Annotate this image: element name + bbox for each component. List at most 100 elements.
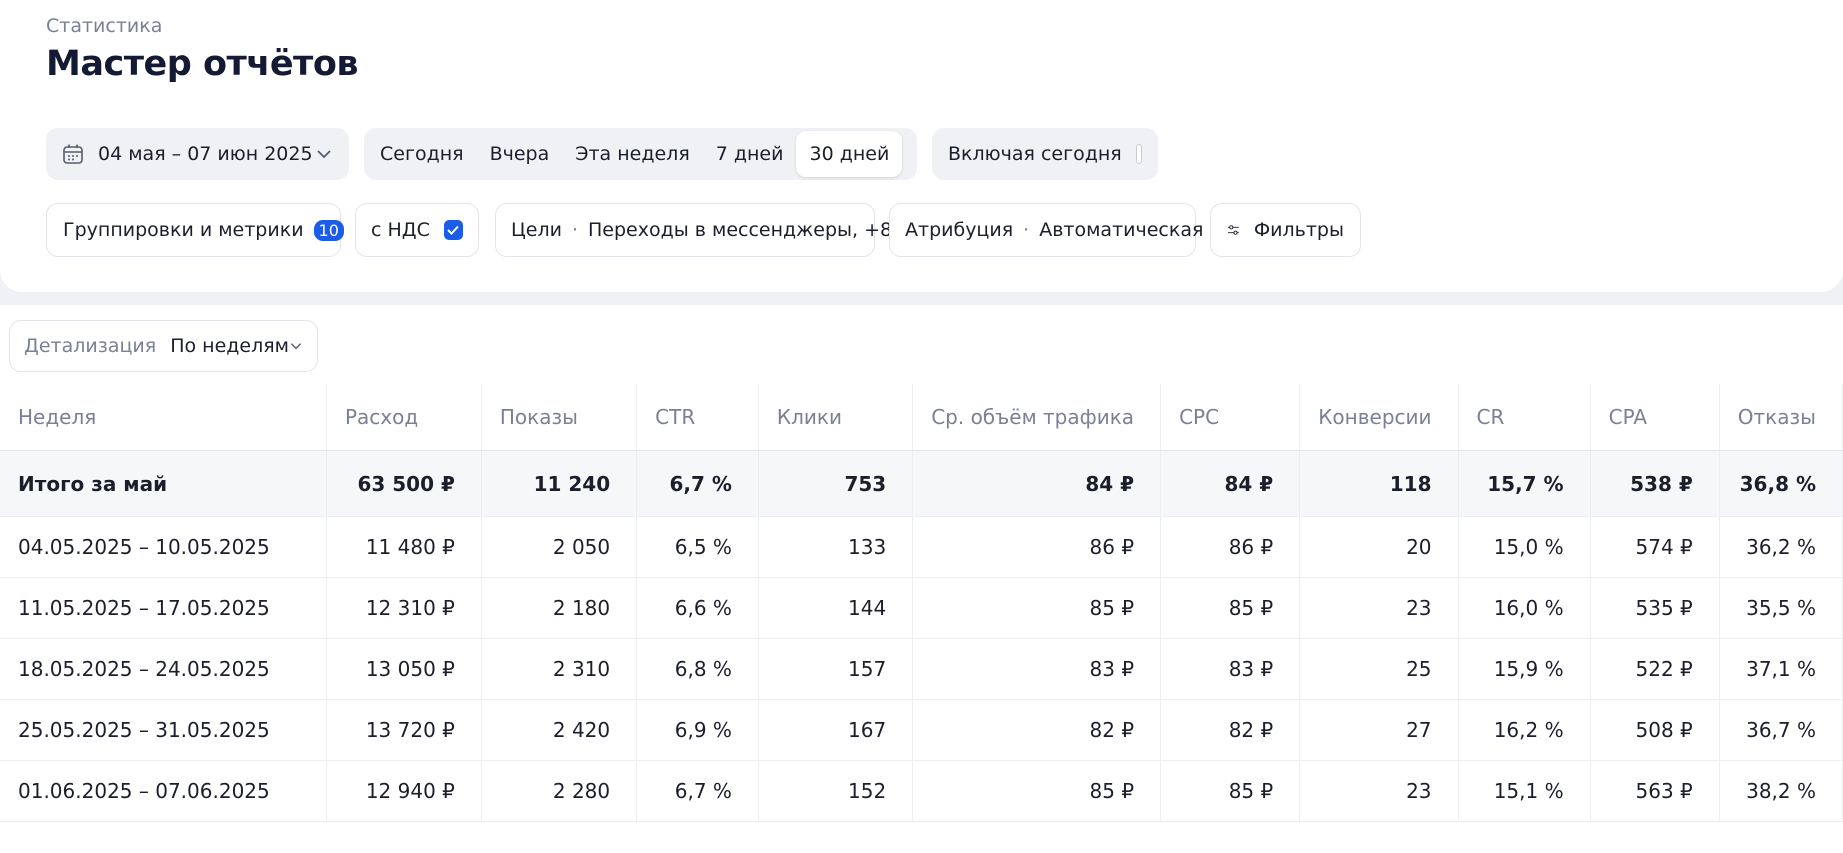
period-preset[interactable]: Эта неделя xyxy=(575,143,690,165)
report-header: Статистика Мастер отчётов 04 мая – 07 ию… xyxy=(0,0,1843,292)
column-header[interactable]: CTR xyxy=(636,384,759,451)
period-preset[interactable]: Вчера xyxy=(489,143,550,165)
breadcrumb[interactable]: Статистика xyxy=(46,15,163,37)
cell: 12 310 ₽ xyxy=(326,577,482,639)
report-table: Неделя Расход Показы CTR Клики Ср. объём траф… xyxy=(0,384,1843,822)
groupings-label: Группировки и метрики xyxy=(63,219,304,241)
goals-button[interactable]: Цели · Переходы в мессенджеры, +8 xyxy=(495,203,892,257)
detail-value: По неделям xyxy=(170,335,289,357)
total-cell: 11 240 xyxy=(481,450,638,517)
goals-value: Переходы в мессенджеры, +8 xyxy=(587,219,893,241)
cell: 522 ₽ xyxy=(1590,638,1720,700)
total-cell: 84 ₽ xyxy=(1160,450,1301,517)
detail-label: Детализация xyxy=(24,335,157,357)
header-row: Неделя Расход Показы CTR Клики Ср. объём траф… xyxy=(0,384,1843,451)
data-row: 04.05.2025 – 10.05.2025 11 480 ₽2 050 6,5 … xyxy=(0,516,1843,578)
date-picker[interactable]: 04 мая – 07 июн 2025 xyxy=(46,128,349,180)
data-row: 25.05.2025 – 31.05.2025 13 720 ₽2 420 6,9 … xyxy=(0,699,1843,761)
cell: 82 ₽ xyxy=(912,699,1162,761)
total-cell: 63 500 ₽ xyxy=(326,450,482,517)
cell: 6,9 % xyxy=(636,699,759,761)
cell: 563 ₽ xyxy=(1590,760,1720,822)
column-header[interactable]: Конверсии xyxy=(1299,384,1459,451)
cell: 38,2 % xyxy=(1719,760,1843,822)
groupings-button[interactable]: Группировки и метрики 10 xyxy=(46,203,344,257)
cell: 2 420 xyxy=(481,699,638,761)
cell: 2 280 xyxy=(481,760,638,822)
detail-select[interactable]: Детализация По неделям xyxy=(9,320,318,372)
checkbox[interactable] xyxy=(1135,144,1142,164)
cell: 27 xyxy=(1299,699,1459,761)
cell: 13 050 ₽ xyxy=(326,638,482,700)
column-header[interactable]: Отказы xyxy=(1719,384,1843,451)
calendar-icon xyxy=(63,144,83,164)
cell: 11 480 ₽ xyxy=(326,516,482,578)
column-header[interactable]: Ср. объём трафика xyxy=(912,384,1162,451)
column-header[interactable]: CPA xyxy=(1590,384,1720,451)
attribution-value: Автоматическая xyxy=(1039,219,1204,241)
total-cell: 6,7 % xyxy=(636,450,759,517)
report-body: Детализация По неделям Неделя Расход Показ… xyxy=(0,305,1843,853)
cell: 85 ₽ xyxy=(1160,577,1301,639)
cell: 86 ₽ xyxy=(1160,516,1301,578)
filters-button[interactable]: Фильтры xyxy=(1210,203,1361,257)
total-cell: 538 ₽ xyxy=(1590,450,1720,517)
separator: · xyxy=(571,219,578,241)
column-header[interactable]: Показы xyxy=(481,384,638,451)
cell: 16,2 % xyxy=(1458,699,1591,761)
cell: 23 xyxy=(1299,760,1459,822)
total-row: Итого за май 63 500 ₽11 240 6,7 % 753 84 ₽84… xyxy=(0,450,1843,517)
goals-label: Цели xyxy=(511,219,562,241)
attribution-label: Атрибуция xyxy=(905,219,1014,241)
cell: 15,1 % xyxy=(1458,760,1591,822)
cell: 144 xyxy=(758,577,914,639)
cell: 86 ₽ xyxy=(912,516,1162,578)
cell: 35,5 % xyxy=(1719,577,1843,639)
period-preset[interactable]: 7 дней xyxy=(715,143,784,165)
cell: 16,0 % xyxy=(1458,577,1591,639)
cell: 6,5 % xyxy=(636,516,759,578)
groupings-count: 10 xyxy=(313,219,344,241)
total-cell: 118 xyxy=(1299,450,1459,517)
total-cell: 84 ₽ xyxy=(912,450,1162,517)
cell: 535 ₽ xyxy=(1590,577,1720,639)
cell: 85 ₽ xyxy=(1160,760,1301,822)
total-cell: 15,7 % xyxy=(1458,450,1591,517)
cell: 25 xyxy=(1299,638,1459,700)
cell: 574 ₽ xyxy=(1590,516,1720,578)
checkbox[interactable] xyxy=(443,220,463,240)
cell: 6,7 % xyxy=(636,760,759,822)
column-header[interactable]: CR xyxy=(1458,384,1591,451)
cell: 01.06.2025 – 07.06.2025 xyxy=(0,760,327,822)
cell: 37,1 % xyxy=(1719,638,1843,700)
cell: 82 ₽ xyxy=(1160,699,1301,761)
filter-icon xyxy=(1228,225,1239,235)
total-cell: 753 xyxy=(758,450,914,517)
period-preset[interactable]: Сегодня xyxy=(380,143,464,165)
chevron xyxy=(317,150,331,159)
data-row: 18.05.2025 – 24.05.2025 13 050 ₽2 310 6,8 … xyxy=(0,638,1843,700)
cell: 152 xyxy=(758,760,914,822)
cell: 36,7 % xyxy=(1719,699,1843,761)
cell: 15,9 % xyxy=(1458,638,1591,700)
vat-toggle[interactable]: с НДС xyxy=(355,203,479,257)
column-header[interactable]: CPC xyxy=(1160,384,1301,451)
column-header[interactable]: Клики xyxy=(758,384,914,451)
attribution-button[interactable]: Атрибуция · Автоматическая xyxy=(889,203,1203,257)
period-preset[interactable]: 30 дней xyxy=(796,131,903,177)
column-header[interactable]: Неделя xyxy=(0,384,327,451)
filters-label: Фильтры xyxy=(1253,219,1344,241)
cell: 23 xyxy=(1299,577,1459,639)
cell: 85 ₽ xyxy=(912,577,1162,639)
cell: 6,8 % xyxy=(636,638,759,700)
period-presets: Сегодня Вчера Эта неделя 7 дней 30 дней xyxy=(364,128,917,180)
cell: 18.05.2025 – 24.05.2025 xyxy=(0,638,327,700)
cell: 20 xyxy=(1299,516,1459,578)
column-header[interactable]: Расход xyxy=(326,384,482,451)
cell: 11.05.2025 – 17.05.2025 xyxy=(0,577,327,639)
total-cell: Итого за май xyxy=(0,450,327,517)
separator: · xyxy=(1023,219,1030,241)
cell: 508 ₽ xyxy=(1590,699,1720,761)
include-today[interactable]: Включая сегодня xyxy=(932,128,1158,180)
